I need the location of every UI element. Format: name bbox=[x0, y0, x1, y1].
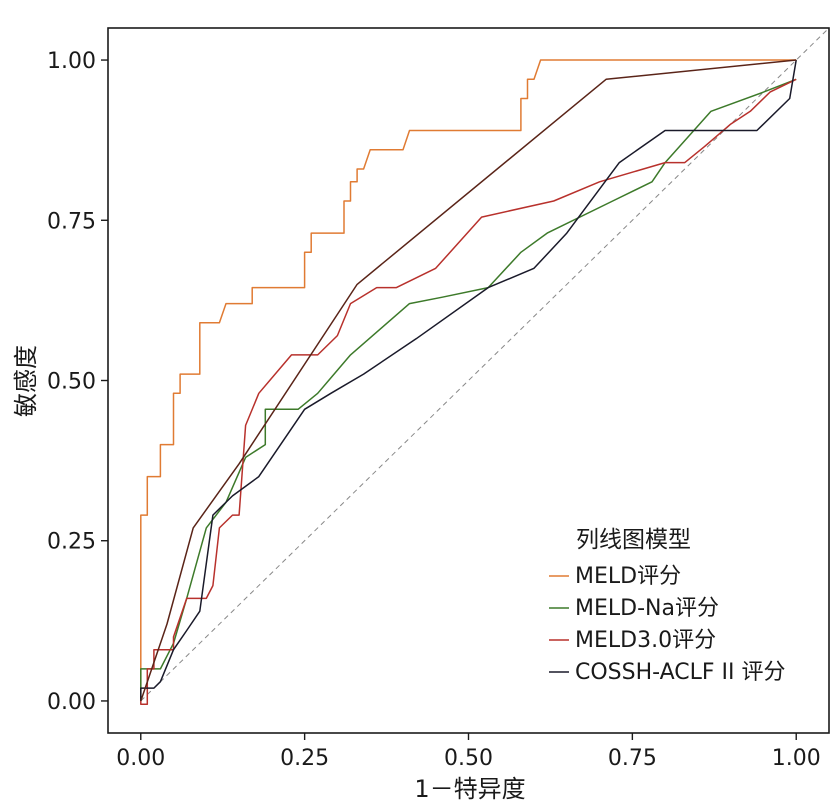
y-tick-label: 0.50 bbox=[47, 370, 96, 395]
legend-title: 列线图模型 bbox=[576, 527, 691, 553]
axes: 0.00 0.00 0.25 0.25 0.50 0.50 0.75 0.75 1.00 1.00 bbox=[47, 49, 821, 771]
x-axis-title: 1－特异度 bbox=[414, 775, 525, 803]
series-line-4 bbox=[140, 59, 797, 701]
series-line-1 bbox=[140, 59, 797, 701]
y-tick-label: 1.00 bbox=[47, 49, 96, 74]
legend-label-4: COSSH-ACLF II 评分 bbox=[575, 660, 786, 685]
series-line-3 bbox=[140, 78, 797, 705]
y-tick-label: 0.25 bbox=[47, 530, 96, 555]
x-tick-label: 0.50 bbox=[444, 746, 493, 771]
legend-label-2: MELD-Na评分 bbox=[575, 596, 719, 621]
plot-area bbox=[140, 27, 830, 705]
y-tick-label: 0.75 bbox=[47, 209, 96, 234]
legend: 列线图模型 MELD评分 MELD-Na评分 MELD3.0评分 COSSH-ACLF… bbox=[549, 527, 786, 685]
x-tick-label: 0.75 bbox=[608, 746, 657, 771]
x-tick-label: 1.00 bbox=[772, 746, 821, 771]
x-tick-label: 0.00 bbox=[116, 746, 165, 771]
y-tick-label: 0.00 bbox=[47, 690, 96, 715]
legend-items: MELD评分 MELD-Na评分 MELD3.0评分 COSSH-ACLF II 评分 bbox=[549, 564, 786, 685]
y-axis-title: 敏感度 bbox=[12, 345, 40, 417]
x-tick-label: 0.25 bbox=[280, 746, 329, 771]
series-line-5 bbox=[140, 59, 797, 702]
legend-label-3: MELD3.0评分 bbox=[575, 628, 716, 653]
legend-label-1: MELD评分 bbox=[575, 564, 681, 589]
reference-diagonal-line bbox=[140, 27, 830, 702]
